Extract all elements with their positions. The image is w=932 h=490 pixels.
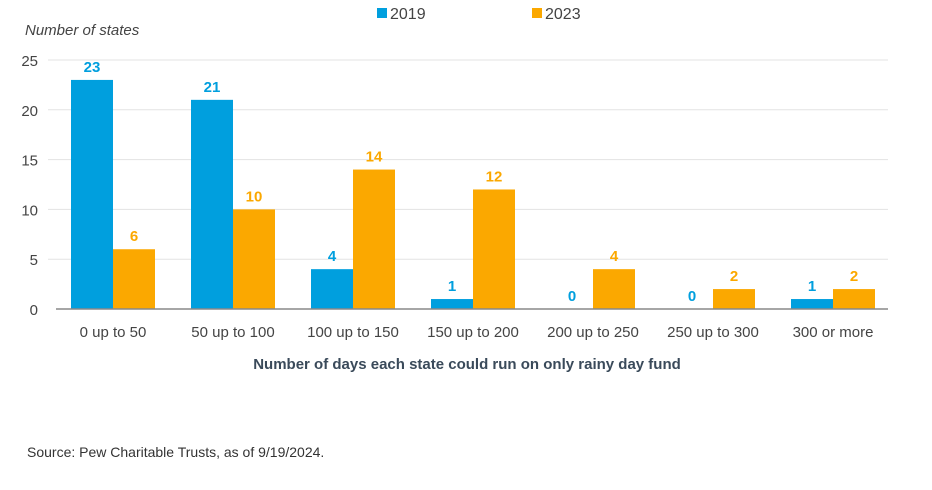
data-label: 0 <box>568 288 576 305</box>
data-label: 0 <box>688 288 696 305</box>
x-tick-label: 50 up to 100 <box>191 324 274 341</box>
legend-label: 2023 <box>545 6 581 23</box>
y-tick-label: 15 <box>21 153 38 170</box>
y-tick-label: 5 <box>30 252 38 269</box>
bar-2023 <box>353 169 395 309</box>
bar-2019 <box>71 79 113 309</box>
y-tick-label: 10 <box>21 202 38 219</box>
data-label: 23 <box>84 59 101 76</box>
data-label: 12 <box>486 168 503 185</box>
x-tick-label: 250 up to 300 <box>667 324 759 341</box>
data-label: 1 <box>808 278 816 295</box>
data-label: 1 <box>448 278 456 295</box>
legend-label: 2019 <box>390 6 426 23</box>
x-tick-label: 100 up to 150 <box>307 324 399 341</box>
x-axis-label: Number of days each state could run on o… <box>253 356 681 373</box>
x-tick-label: 300 or more <box>793 324 874 341</box>
bar-2019 <box>311 269 353 309</box>
legend-swatch <box>377 8 387 18</box>
data-label: 6 <box>130 228 138 245</box>
source-note: Source: Pew Charitable Trusts, as of 9/1… <box>27 444 325 460</box>
x-tick-label: 0 up to 50 <box>80 324 147 341</box>
data-label: 4 <box>610 248 619 265</box>
data-label: 2 <box>730 268 738 285</box>
x-tick-label: 150 up to 200 <box>427 324 519 341</box>
legend-swatch <box>532 8 542 18</box>
data-label: 14 <box>366 149 383 166</box>
bar-2023 <box>713 289 755 309</box>
bar-2023 <box>593 269 635 309</box>
data-label: 4 <box>328 248 337 265</box>
bar-2023 <box>113 249 155 309</box>
y-axis-label: Number of states <box>25 22 140 39</box>
bar-2019 <box>791 299 833 309</box>
y-tick-label: 25 <box>21 53 38 70</box>
y-tick-label: 20 <box>21 103 38 120</box>
data-label: 21 <box>204 79 221 96</box>
data-label: 10 <box>246 188 263 205</box>
bar-2019 <box>191 99 233 309</box>
bar-2023 <box>833 289 875 309</box>
data-label: 2 <box>850 268 858 285</box>
bar-2023 <box>473 189 515 309</box>
x-tick-label: 200 up to 250 <box>547 324 639 341</box>
bar-2019 <box>431 299 473 309</box>
y-tick-label: 0 <box>30 302 38 319</box>
bar-2023 <box>233 209 275 309</box>
